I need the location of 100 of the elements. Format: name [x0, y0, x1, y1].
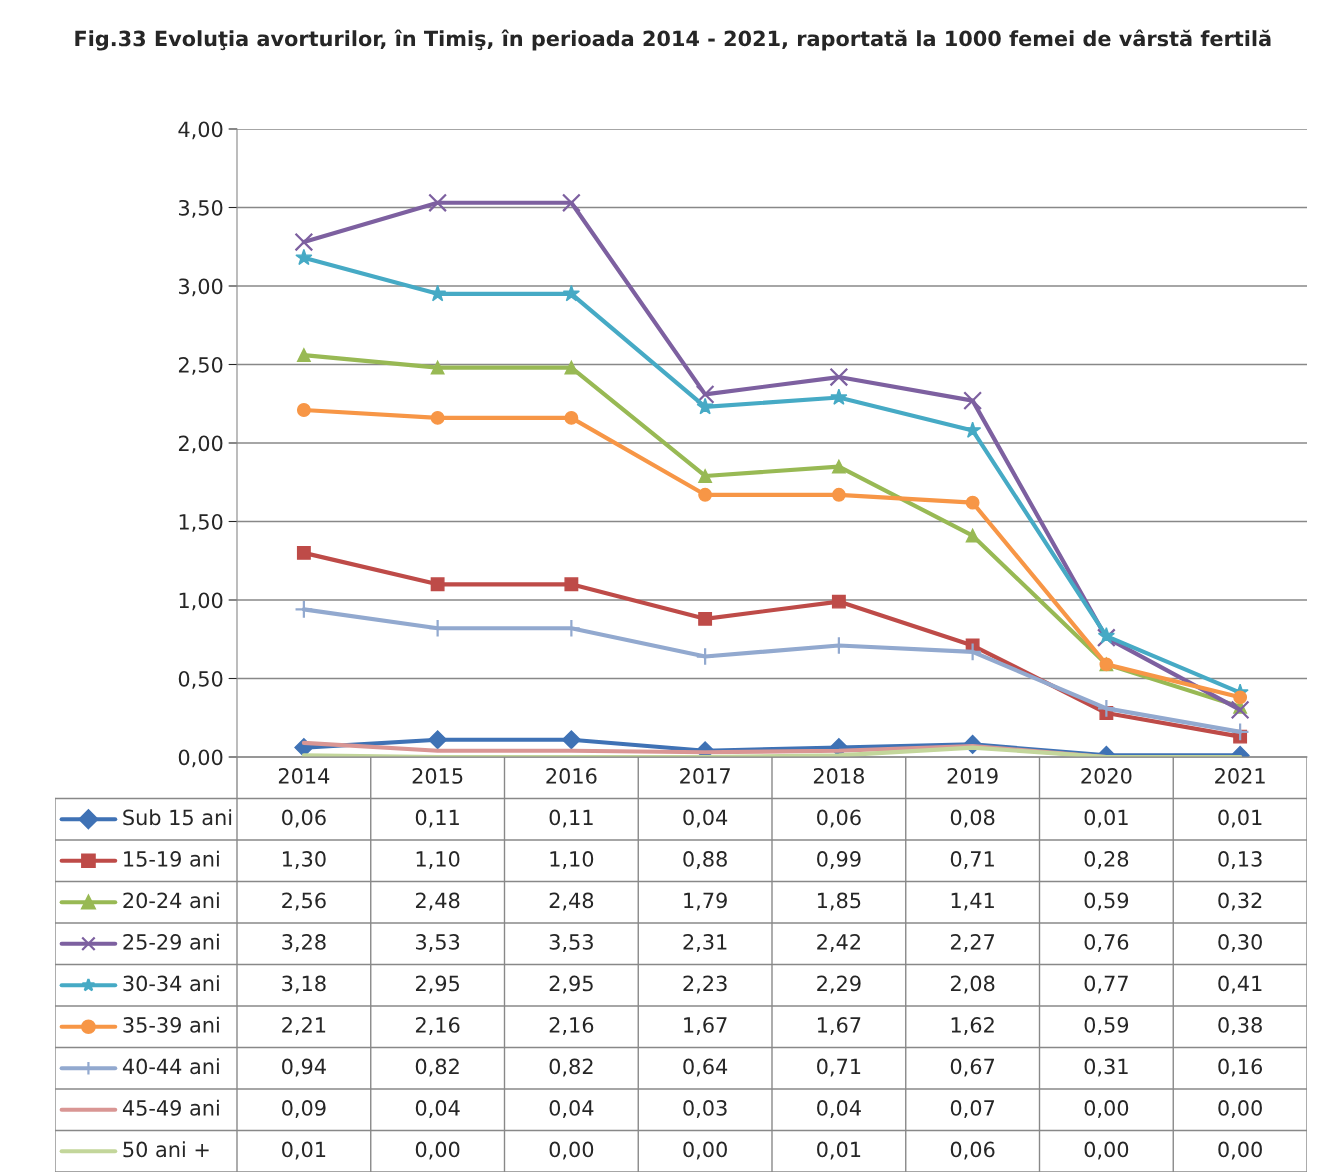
point [430, 577, 445, 592]
chart-title: Fig.33 Evoluţia avorturilor, în Timiş, în perioada 2014 - 2021, raportată la 1000 femei de vârstă fertilă [75, 29, 1271, 51]
data-label: 0,71 [817, 1058, 861, 1077]
point [561, 730, 581, 750]
point [561, 193, 581, 213]
point [698, 611, 713, 626]
data-label: 0,11 [549, 809, 593, 828]
point [564, 410, 579, 425]
data-label: 0,71 [950, 851, 994, 869]
data-label: 0,99 [817, 851, 861, 869]
y-tick-label: 4,00 [178, 121, 223, 140]
point [965, 495, 980, 510]
data-label: 0,41 [1218, 975, 1262, 994]
point [296, 545, 311, 560]
data-label: 0,00 [1218, 1100, 1262, 1118]
point [698, 487, 713, 502]
data-label: 2,08 [950, 975, 995, 994]
x-tick-label: 2015 [412, 768, 463, 784]
data-label: 0,08 [950, 809, 995, 828]
data-label: 2,21 [282, 1017, 326, 1035]
data-label: 0,04 [817, 1100, 861, 1118]
point [696, 397, 714, 415]
data-label: 1,62 [951, 1017, 994, 1035]
y-tick-label: 3,50 [179, 199, 223, 218]
data-label: 0,01 [1218, 809, 1262, 828]
data-label: 0,09 [282, 1100, 326, 1118]
point [831, 594, 846, 609]
data-label: 1,67 [684, 1017, 727, 1035]
data-label: 2,27 [950, 934, 995, 952]
data-label: 0,32 [1218, 892, 1262, 911]
data-label: 0,01 [817, 1141, 861, 1160]
data-label: 2,56 [282, 892, 326, 911]
data-label: 0,01 [282, 1141, 326, 1160]
data-label: 0,06 [282, 809, 326, 828]
x-tick-label: 2016 [546, 768, 597, 784]
data-label: 2,95 [415, 975, 459, 994]
data-label: 1,67 [817, 1017, 861, 1035]
point [829, 367, 849, 387]
point [1233, 690, 1248, 705]
point [296, 403, 311, 417]
x-tick-label: 2017 [680, 768, 730, 784]
data-label: 1,10 [416, 851, 460, 869]
data-label: 0,00 [415, 1141, 460, 1160]
data-label: 2,29 [817, 975, 861, 994]
data-label: 0,07 [950, 1100, 995, 1118]
y-tick-label: 1,00 [179, 592, 223, 611]
legend-label: 35-39 ani [123, 1016, 219, 1033]
data-label: 0,00 [1218, 1141, 1262, 1160]
data-label: 0,06 [817, 809, 861, 828]
point [564, 577, 579, 592]
x-tick-label: 2018 [813, 768, 864, 784]
data-label: 0,59 [1084, 892, 1129, 911]
data-label: 3,18 [282, 975, 326, 994]
legend-label: Sub 15 ani [123, 809, 232, 826]
data-label: 3,53 [549, 934, 593, 952]
data-label: 0,82 [549, 1058, 593, 1077]
point [831, 459, 846, 474]
data-label: 1,10 [550, 851, 594, 869]
data-label: 0,06 [950, 1141, 995, 1160]
y-tick-label: 3,00 [179, 278, 223, 297]
data-label: 0,30 [1218, 934, 1262, 952]
data-label: 1,79 [684, 892, 727, 911]
data-label: 0,28 [1084, 851, 1129, 869]
legend-label: 50 ani + [123, 1141, 209, 1158]
data-label: 0,00 [1084, 1141, 1129, 1160]
data-label: 2,95 [549, 975, 593, 994]
point [295, 248, 313, 266]
x-tick-label: 2019 [947, 768, 998, 784]
data-label: 0,13 [1218, 851, 1262, 869]
legend-label: 45-49 ani [122, 1099, 219, 1116]
point [1096, 698, 1116, 718]
point [430, 410, 445, 425]
point [830, 388, 848, 405]
point [698, 469, 713, 483]
data-label: 0,77 [1084, 975, 1128, 994]
data-label: 0,01 [1084, 809, 1128, 828]
data-label: 0,88 [683, 851, 727, 869]
data-label: 1,85 [817, 892, 861, 911]
data-label: 2,16 [415, 1017, 460, 1035]
data-label: 2,48 [415, 892, 460, 911]
data-label: 0,16 [1218, 1058, 1263, 1077]
data-label: 2,23 [683, 975, 727, 994]
point [296, 348, 311, 363]
y-tick-label: 1,50 [179, 513, 223, 532]
data-label: 0,00 [549, 1141, 594, 1160]
x-tick-label: 2020 [1081, 768, 1132, 784]
point [294, 232, 314, 252]
legend-label: 20-24 ani [123, 892, 219, 909]
data-label: 2,31 [683, 934, 727, 952]
data-label: 0,04 [549, 1100, 594, 1118]
legend-label: 15-19 ani [124, 850, 219, 867]
y-tick-label: 0,50 [178, 670, 223, 689]
data-label: 0,00 [1084, 1100, 1129, 1118]
data-label: 2,48 [549, 892, 594, 911]
data-label: 0,11 [415, 809, 459, 828]
point [428, 193, 448, 213]
point [963, 391, 983, 411]
data-label: 3,28 [282, 934, 326, 952]
y-tick-label: 0,00 [178, 749, 223, 768]
data-label: 0,31 [1084, 1058, 1128, 1077]
